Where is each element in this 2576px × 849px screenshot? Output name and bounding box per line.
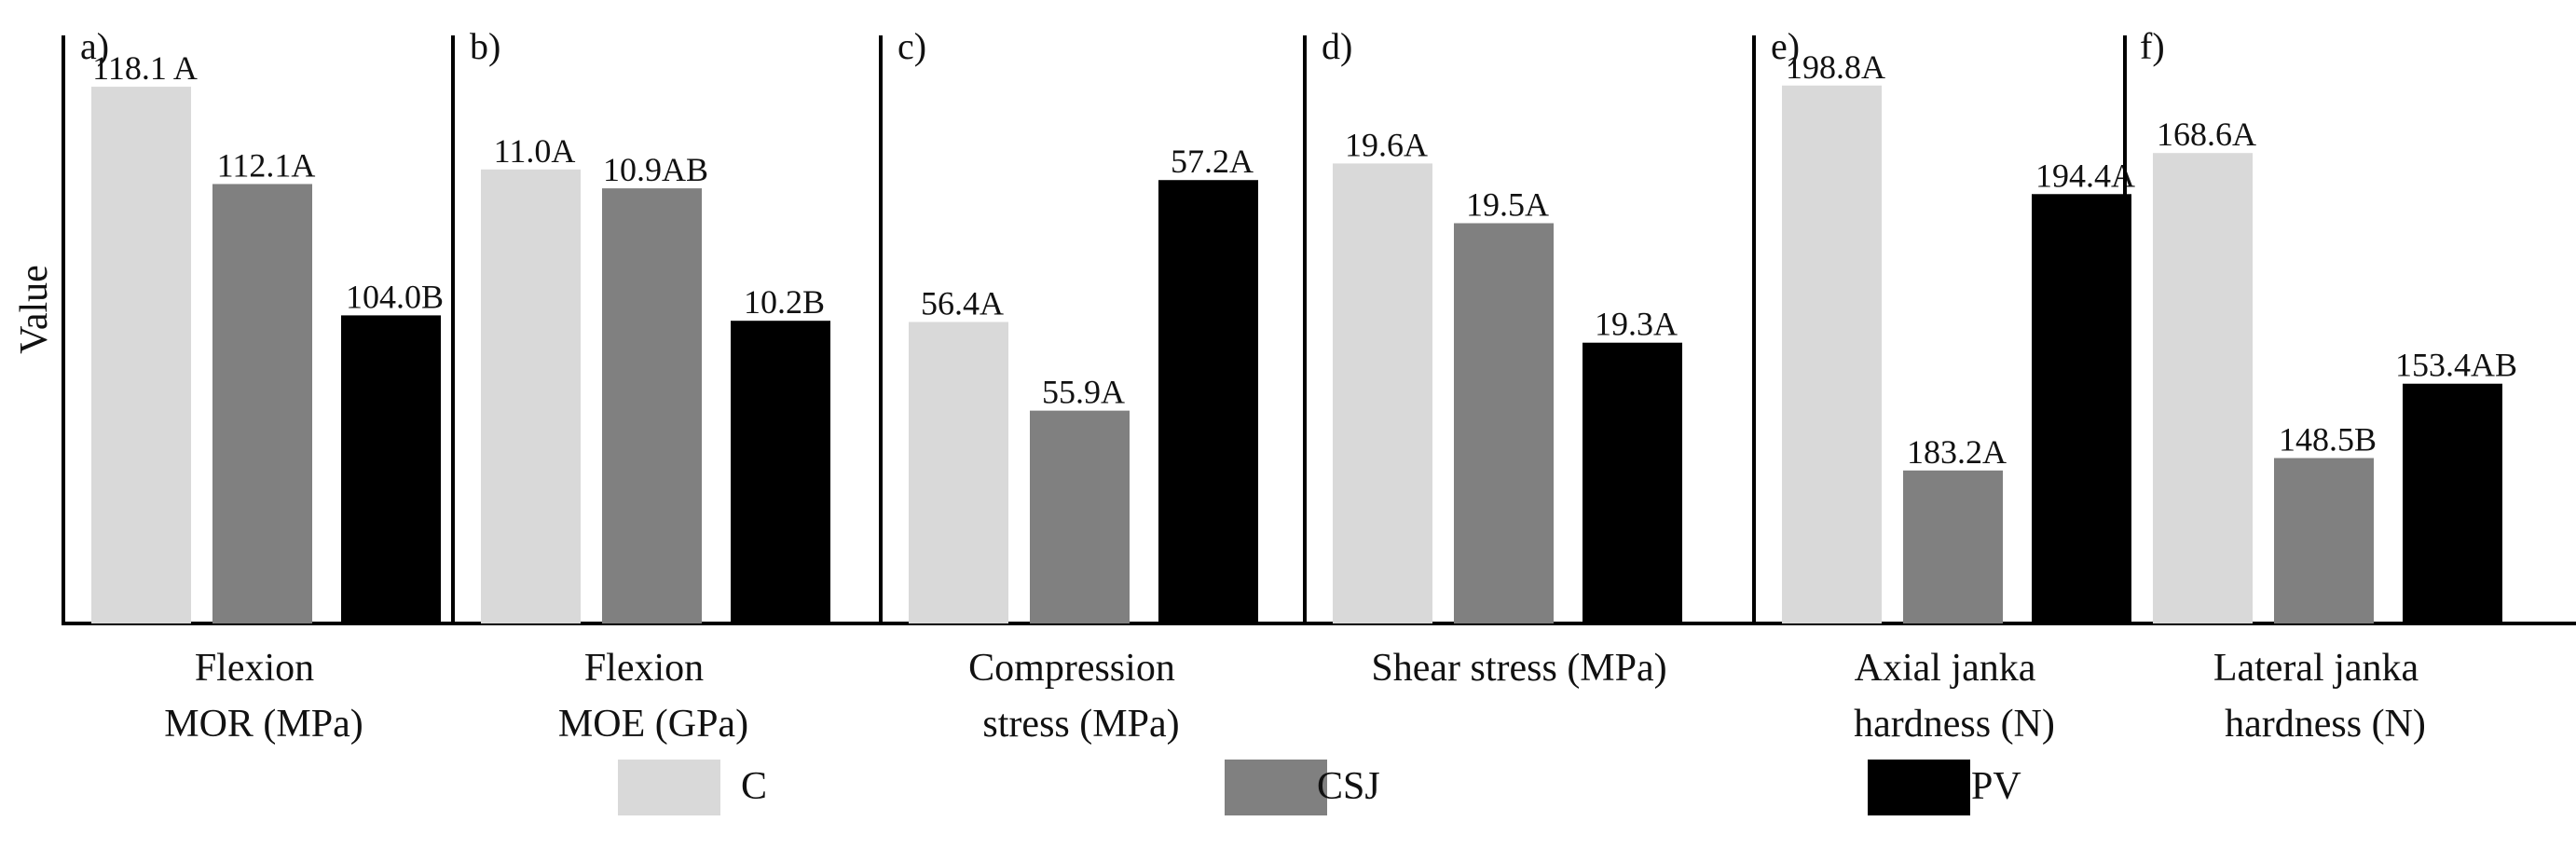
bar-c (1782, 85, 1882, 623)
bar-c (2153, 153, 2253, 623)
data-label: 183.2A (1907, 433, 2007, 471)
data-label: 198.8A (1786, 48, 1885, 86)
legend-label-c: C (741, 765, 767, 808)
bar-pv (2403, 383, 2502, 623)
data-label: 19.6A (1345, 126, 1428, 163)
bar-pv (1583, 342, 1682, 623)
bar-c (91, 87, 191, 623)
bar-csj (1903, 470, 2003, 623)
bar-c (481, 169, 581, 624)
data-label: 168.6A (2157, 116, 2256, 153)
category-label: Shear stress (MPa) (1371, 647, 1666, 690)
legend-label-csj: CSJ (1317, 765, 1380, 808)
legend-swatch-pv (1868, 760, 1970, 815)
y-axis-label: Value (13, 265, 56, 354)
data-label: 118.1 A (92, 49, 198, 87)
data-label: 19.5A (1466, 185, 1549, 223)
panel-letter: d) (1322, 25, 1352, 67)
legend-swatch-csj (1225, 760, 1327, 815)
panel-letter: a) (80, 25, 109, 67)
bar-csj (1030, 410, 1130, 623)
category-label: MOR (MPa) (164, 703, 363, 746)
panel-letter: b) (470, 25, 500, 67)
bar-pv (341, 315, 441, 623)
data-label: 112.1A (217, 146, 316, 184)
data-label: 19.3A (1595, 306, 1678, 343)
data-label: 10.2B (744, 283, 825, 321)
data-label: 10.9AB (603, 151, 708, 188)
data-label: 55.9A (1042, 374, 1125, 411)
bar-pv (2032, 194, 2131, 623)
data-label: 194.4A (2035, 157, 2135, 194)
bar-pv (1158, 180, 1258, 623)
data-label: 57.2A (1171, 143, 1254, 180)
panel-letter: f) (2140, 25, 2165, 67)
category-label: Flexion (584, 647, 704, 690)
legend-swatch-c (618, 760, 720, 815)
bar-c (909, 322, 1008, 623)
data-label: 153.4AB (2395, 347, 2517, 384)
category-label: stress (MPa) (982, 703, 1179, 746)
data-label: 56.4A (921, 284, 1004, 322)
category-label: hardness (N) (2225, 703, 2426, 746)
category-label: Flexion (195, 647, 314, 690)
panel-letter: e) (1771, 25, 1800, 67)
legend-label-pv: PV (1971, 765, 2021, 808)
bar-csj (2274, 458, 2374, 623)
category-label: Lateral janka (2213, 647, 2419, 690)
panel-letter: c) (897, 25, 926, 67)
data-label: 11.0A (494, 132, 576, 170)
category-label: Compression (968, 647, 1175, 690)
bar-pv (731, 321, 830, 623)
category-label: Axial janka (1855, 647, 2036, 690)
category-label: MOE (GPa) (558, 703, 748, 746)
bar-c (1333, 163, 1432, 624)
category-label: hardness (N) (1854, 703, 2055, 746)
bar-csj (212, 184, 312, 623)
bar-csj (1454, 223, 1554, 623)
data-label: 104.0B (346, 278, 444, 315)
bar-csj (602, 188, 702, 623)
data-label: 148.5B (2279, 421, 2377, 459)
